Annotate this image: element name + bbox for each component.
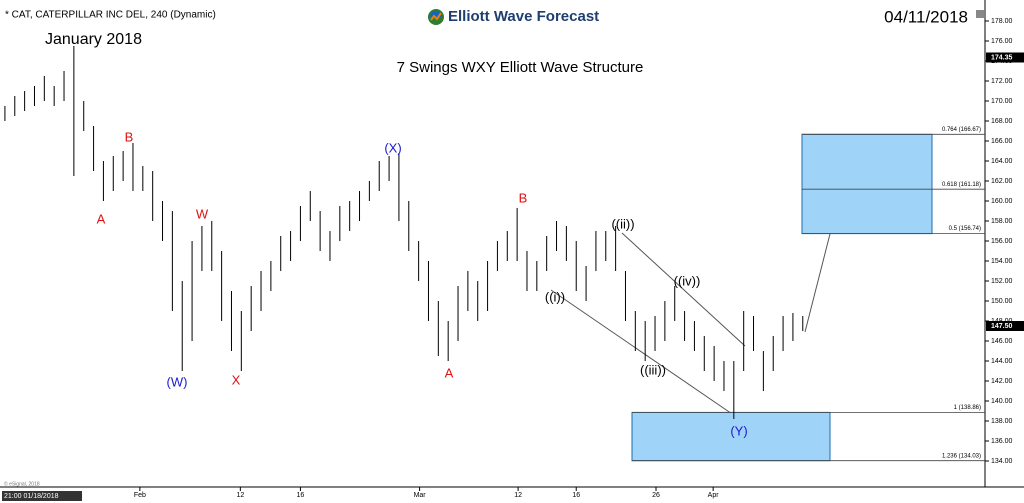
y-tick-label: 154.00 <box>991 258 1013 265</box>
brand: Elliott Wave Forecast <box>448 8 599 25</box>
y-tick-label: 166.00 <box>991 138 1013 145</box>
target-box <box>631 411 831 462</box>
y-tick-label: 172.00 <box>991 78 1013 85</box>
cursor-label: 21:00 01/18/2018 <box>4 493 59 500</box>
copyright: © eSignal, 2018 <box>4 480 40 487</box>
logo: Elliott Wave Forecast <box>428 8 599 25</box>
channel-line <box>550 289 739 419</box>
wave-label: X <box>232 372 241 387</box>
fib-label: 0.5 (156.74) <box>949 226 981 232</box>
y-tick-label: 138.00 <box>991 418 1013 425</box>
x-tick-label: 12 <box>514 492 522 499</box>
window-button[interactable] <box>976 10 984 18</box>
wave-label: A <box>97 211 106 226</box>
target-box <box>801 133 933 235</box>
chart-title: 7 Swings WXY Elliott Wave Structure <box>397 59 644 76</box>
x-tick-label: 16 <box>297 492 305 499</box>
y-tick-label: 142.00 <box>991 378 1013 385</box>
wave-label: ((iii)) <box>640 362 666 377</box>
wave-label: (Y) <box>730 423 747 438</box>
symbol: * CAT, CATERPILLAR INC DEL, 240 (Dynamic… <box>5 10 216 21</box>
y-tick-label: 164.00 <box>991 158 1013 165</box>
date: 04/11/2018 <box>884 7 968 26</box>
x-tick-label: 16 <box>572 492 580 499</box>
y-tick-label: 134.00 <box>991 458 1013 465</box>
period-label: January 2018 <box>45 31 142 48</box>
x-tick-label: Mar <box>414 492 427 499</box>
y-tick-label: 178.00 <box>991 18 1013 25</box>
y-tick-label: 156.00 <box>991 238 1013 245</box>
y-tick-label: 146.00 <box>991 338 1013 345</box>
price-marker <box>986 52 1024 63</box>
price-marker <box>986 321 1024 331</box>
wave-label: B <box>125 129 134 144</box>
x-tick-label: 12 <box>236 492 244 499</box>
fib-label: 0.618 (161.18) <box>942 182 981 188</box>
y-tick-label: 170.00 <box>991 98 1013 105</box>
channel-line <box>621 232 746 347</box>
price-marker-label: 174.35 <box>991 54 1013 61</box>
y-tick-label: 136.00 <box>991 438 1013 445</box>
logo-icon <box>430 12 442 21</box>
fib-label: 1 (138.86) <box>954 405 981 411</box>
y-tick-label: 144.00 <box>991 358 1013 365</box>
y-tick-label: 168.00 <box>991 118 1013 125</box>
y-tick-label: 152.00 <box>991 278 1013 285</box>
projection-line <box>804 229 832 333</box>
y-tick-label: 158.00 <box>991 218 1013 225</box>
y-tick-label: 176.00 <box>991 38 1013 45</box>
x-tick-label: Feb <box>134 492 146 499</box>
wave-label: A <box>445 365 454 380</box>
price-marker-label: 147.50 <box>991 323 1013 330</box>
x-tick-label: Apr <box>708 492 720 499</box>
y-tick-label: 140.00 <box>991 398 1013 405</box>
x-tick-label: 26 <box>652 492 660 499</box>
wave-label: W <box>196 206 209 221</box>
y-tick-label: 150.00 <box>991 298 1013 305</box>
y-tick-label: 160.00 <box>991 198 1013 205</box>
y-tick-label: 162.00 <box>991 178 1013 185</box>
wave-label: ((ii)) <box>611 216 634 231</box>
fib-label: 1.236 (134.03) <box>942 453 981 459</box>
fib-label: 0.764 (166.67) <box>942 127 981 133</box>
wave-label: (X) <box>384 140 401 155</box>
wave-label: ((i)) <box>545 289 565 304</box>
wave-label: (W) <box>167 374 188 389</box>
wave-label: B <box>519 190 528 205</box>
cursor-box <box>2 491 82 501</box>
wave-label: ((iv)) <box>674 273 701 288</box>
